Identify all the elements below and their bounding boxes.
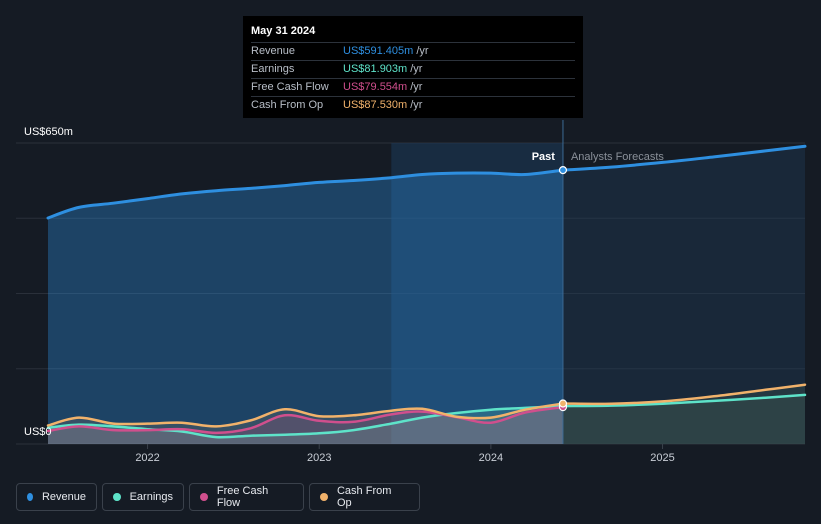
tooltip-value: US$79.554m (343, 81, 408, 93)
legend-label: Revenue (41, 491, 86, 503)
tooltip-row-cash-from-op: Cash From Op US$87.530m /yr (251, 97, 575, 114)
revenue-forecast-area (562, 146, 805, 444)
y-axis-bottom-label: US$0 (24, 426, 52, 438)
data-tooltip: May 31 2024 Revenue US$591.405m /yr Earn… (243, 16, 583, 118)
earnings-forecast-area (562, 394, 805, 444)
legend-label: Earnings (129, 491, 173, 503)
past-highlight-band (391, 143, 563, 444)
x-tick-label: 2023 (307, 452, 331, 464)
x-tick-label: 2022 (135, 452, 159, 464)
tooltip-value: US$87.530m (343, 99, 408, 111)
revenue-line (46, 168, 565, 220)
series-lines (46, 144, 807, 439)
tooltip-unit: /yr (416, 45, 429, 57)
legend-earnings[interactable]: Earnings (102, 483, 184, 511)
tooltip-row-revenue: Revenue US$591.405m /yr (251, 43, 575, 61)
series-markers (558, 166, 568, 412)
legend-free-cash-flow[interactable]: Free Cash Flow (189, 483, 304, 511)
revenue-marker (558, 166, 568, 175)
tooltip-row-free-cash-flow: Free Cash Flow US$79.554m /yr (251, 79, 575, 97)
x-tick-label: 2024 (479, 452, 503, 464)
x-tick-label: 2025 (650, 452, 674, 464)
tooltip-label: Earnings (251, 63, 295, 75)
tooltip-label: Free Cash Flow (251, 81, 329, 93)
earnings-dot-icon (113, 493, 121, 501)
legend-revenue[interactable]: Revenue (16, 483, 97, 511)
cash-from-op-forecast-line (561, 383, 807, 406)
legend-cash-from-op[interactable]: Cash From Op (309, 483, 420, 511)
x-axis-ticks: 2022 2023 2024 2025 (135, 444, 675, 464)
tooltip-unit: /yr (410, 81, 423, 93)
tooltip-value: US$81.903m (343, 63, 408, 75)
legend-label: Cash From Op (336, 485, 392, 509)
y-axis-top-label: US$650m (24, 126, 73, 138)
tooltip-unit: /yr (410, 99, 423, 111)
cash-from-op-line (46, 402, 565, 428)
tooltip-row-earnings: Earnings US$81.903m /yr (251, 61, 575, 79)
earnings-forecast-line (561, 393, 807, 408)
tooltip-label: Cash From Op (251, 99, 324, 111)
free-cash-flow-line (46, 405, 565, 435)
earnings-area (48, 406, 563, 444)
tooltip-date: May 31 2024 (251, 24, 575, 43)
revenue-area (48, 170, 563, 444)
earnings-line (46, 404, 565, 439)
revenue-dot-icon (27, 493, 33, 501)
tooltip-value: US$591.405m (343, 45, 414, 57)
past-label: Past (532, 151, 556, 163)
tooltip-unit: /yr (410, 63, 423, 75)
cash-from-op-marker (558, 399, 568, 408)
revenue-forecast-line (561, 144, 807, 172)
forecast-label: Analysts Forecasts (571, 151, 664, 163)
legend-label: Free Cash Flow (216, 485, 269, 509)
cash-from-op-dot-icon (320, 493, 328, 501)
tooltip-label: Revenue (251, 45, 296, 57)
free-cash-flow-dot-icon (200, 493, 208, 501)
series-fills (48, 146, 805, 444)
